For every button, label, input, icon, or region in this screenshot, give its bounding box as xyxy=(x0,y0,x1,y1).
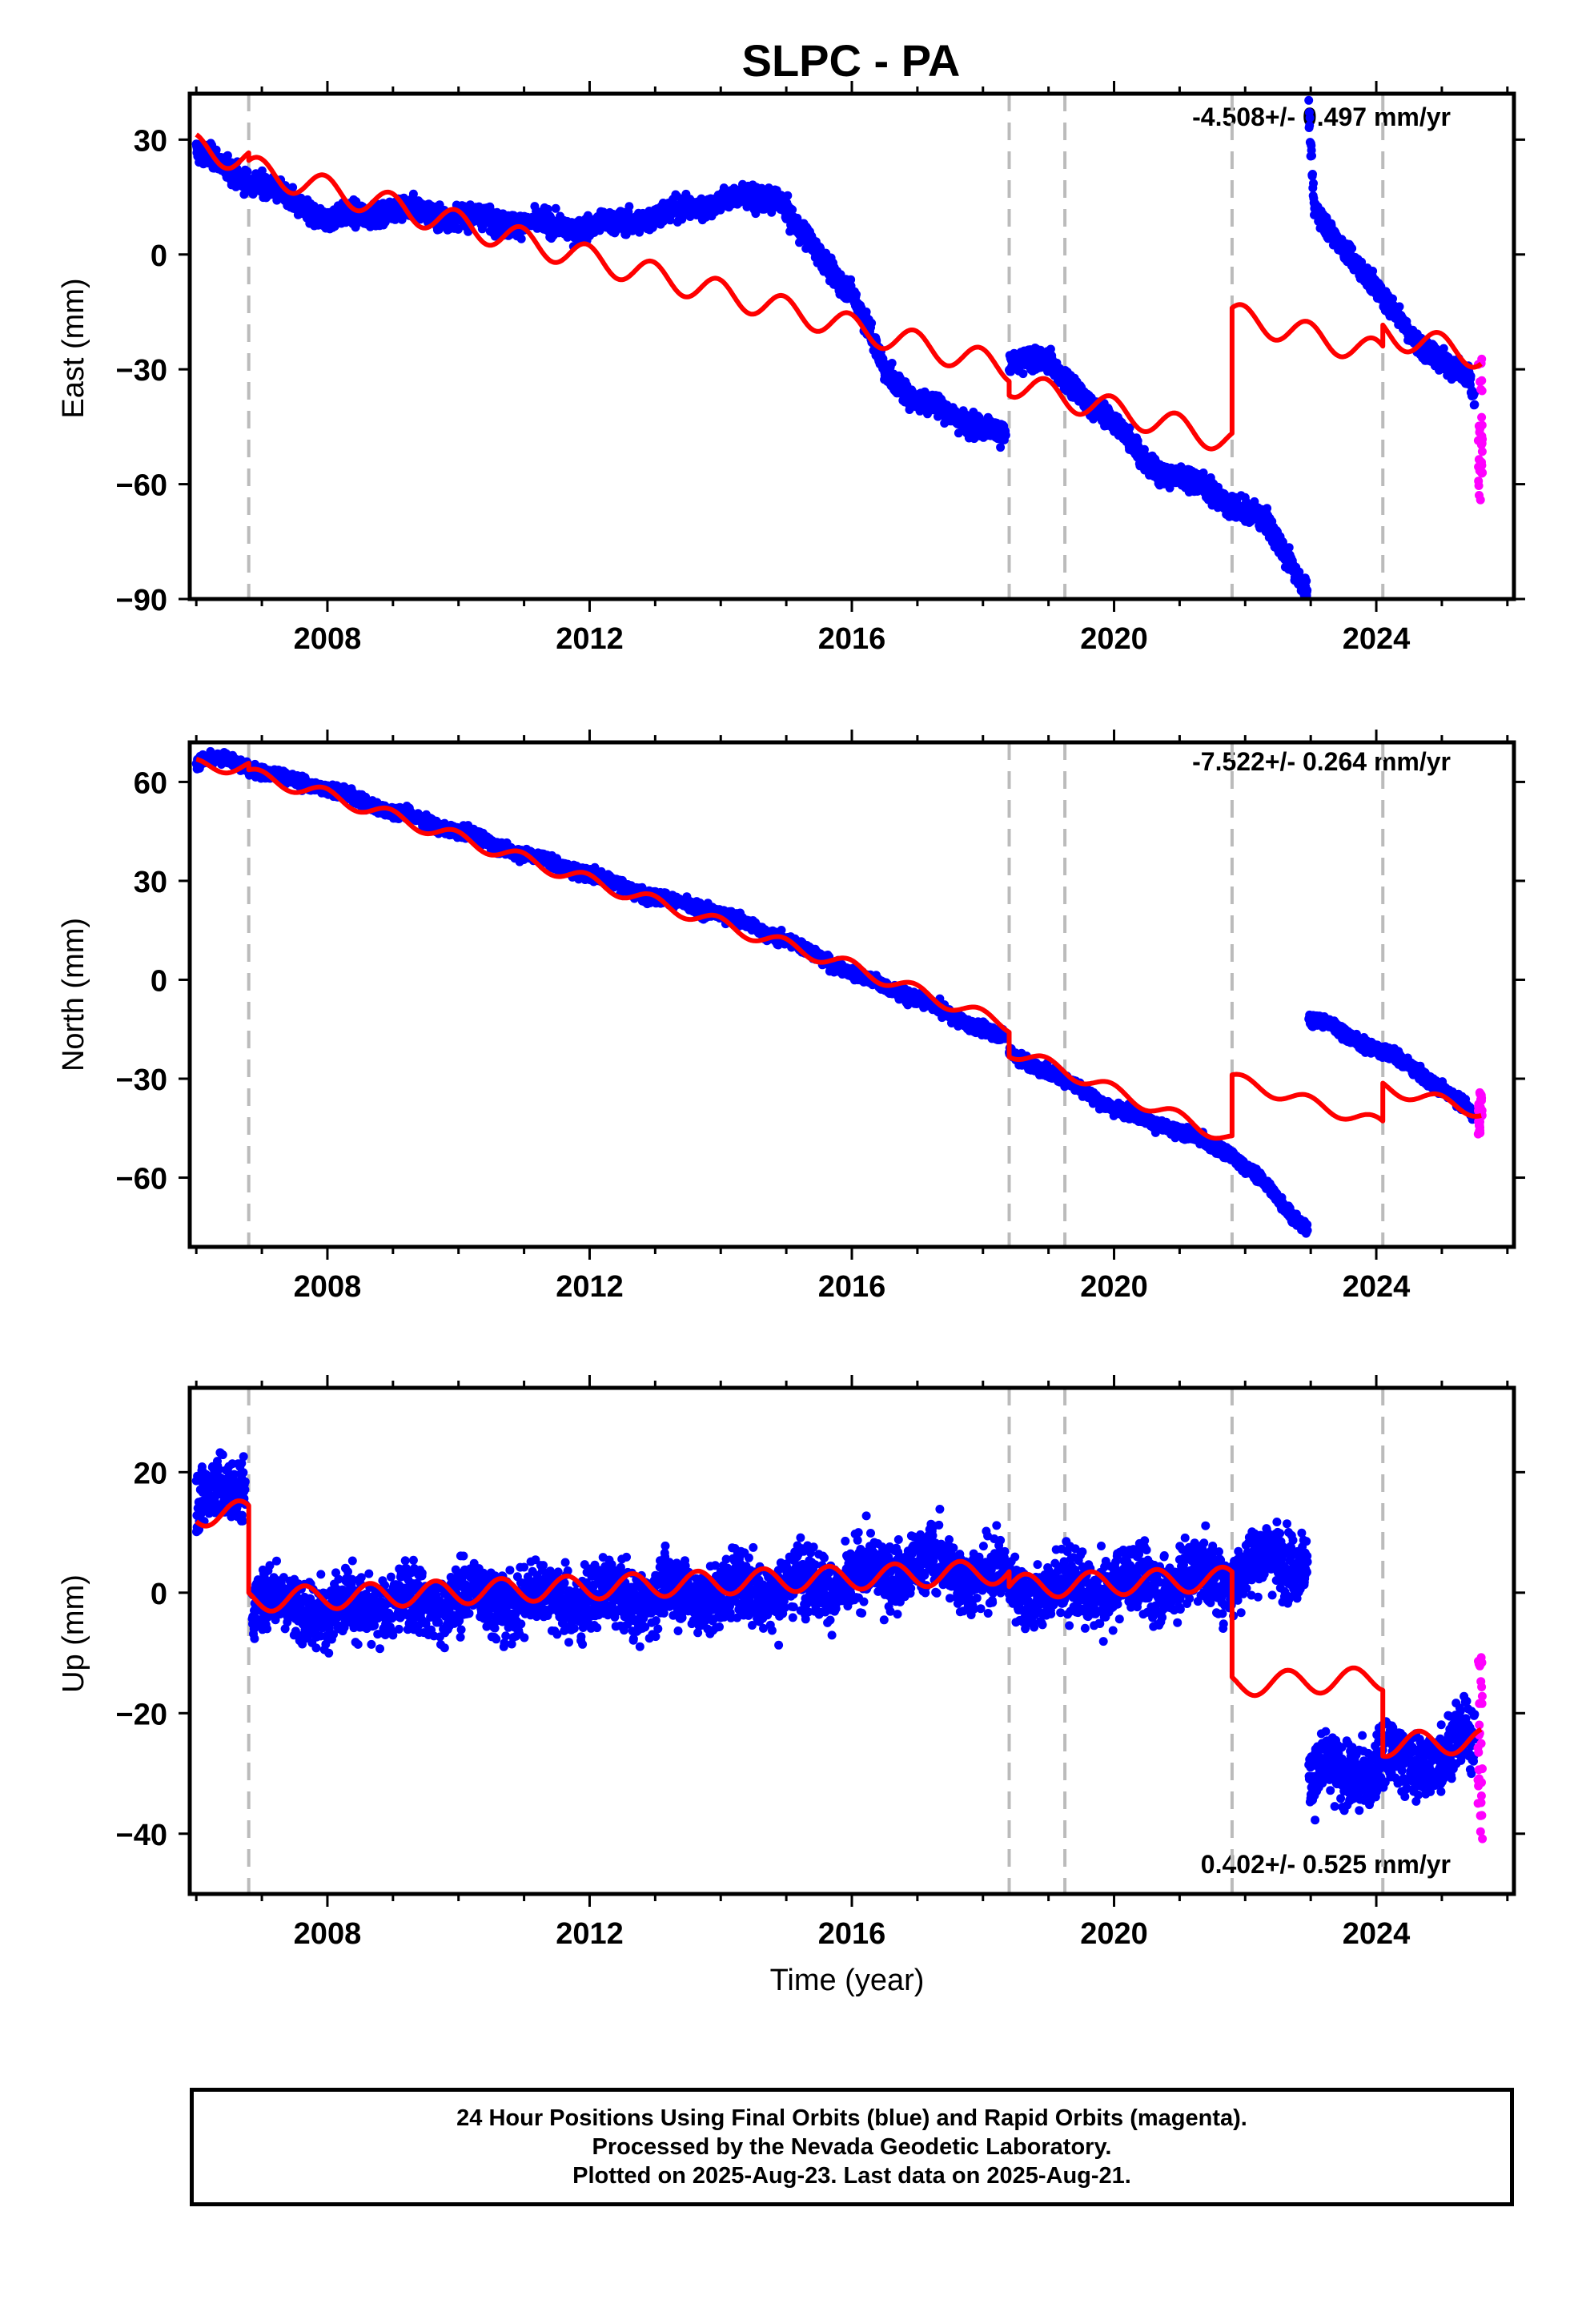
east-ytick-label: −90 xyxy=(116,584,167,617)
east-final-point xyxy=(453,224,463,234)
east-rapid-point xyxy=(1477,420,1487,430)
north-final-points xyxy=(191,746,1480,1238)
east-plot-area xyxy=(191,94,1488,599)
east-final-point xyxy=(257,166,267,175)
north-rate-label: -7.522+/- 0.264 mm/yr xyxy=(1192,747,1451,776)
east-final-point xyxy=(1308,170,1317,179)
east-final-point xyxy=(1303,585,1312,595)
east-final-point xyxy=(1001,431,1010,440)
east-final-point xyxy=(788,205,797,215)
east-final-point xyxy=(288,183,298,192)
east-rapid-point xyxy=(1477,376,1487,385)
east-final-point xyxy=(867,319,877,328)
east-rapid-point xyxy=(1477,412,1487,422)
north-plot-area xyxy=(191,742,1487,1247)
east-final-point xyxy=(1470,388,1479,398)
north-ylabel: North (mm) xyxy=(57,918,90,1072)
east-rapid-point xyxy=(1475,466,1484,476)
east-ytick-label: 30 xyxy=(134,124,167,158)
east-xtick-label: 2016 xyxy=(818,622,886,656)
east-final-point xyxy=(1305,113,1315,123)
east-final-point xyxy=(1165,483,1174,493)
east-ytick-label: 0 xyxy=(151,239,167,273)
east-final-point xyxy=(1347,243,1357,253)
east-final-point xyxy=(1368,267,1378,275)
east-rapid-points xyxy=(1473,354,1488,505)
east-frame xyxy=(187,91,1516,601)
east-model-line xyxy=(195,132,1483,452)
east-final-point xyxy=(1309,179,1318,188)
east-rapid-point xyxy=(1476,384,1486,394)
east-xtick-label: 2008 xyxy=(294,622,362,656)
east-final-point xyxy=(996,443,1006,452)
east-final-point xyxy=(1307,151,1316,160)
east-final-point xyxy=(543,204,552,214)
north-panel: -7.522+/- 0.264 mm/yr North (mm) 60300−3… xyxy=(57,730,1525,1304)
east-final-point xyxy=(1470,400,1480,409)
east-final-point xyxy=(1018,369,1028,379)
east-final-point xyxy=(1439,344,1448,353)
east-final-point xyxy=(1046,344,1055,354)
east-rapid-point xyxy=(1474,476,1484,486)
east-ytick-label: −60 xyxy=(116,469,167,503)
east-xtick-label: 2024 xyxy=(1343,622,1411,656)
east-ylabel: East (mm) xyxy=(57,278,90,418)
east-final-point xyxy=(551,203,560,213)
east-final-point xyxy=(408,189,418,199)
east-final-point xyxy=(1305,121,1315,131)
east-rapid-point xyxy=(1476,495,1485,505)
east-final-point xyxy=(1125,423,1134,432)
east-xtick-label: 2012 xyxy=(556,622,624,656)
east-ytick-label: −30 xyxy=(116,354,167,388)
east-final-point xyxy=(1304,95,1314,105)
east-final-point xyxy=(887,359,897,368)
east-final-point xyxy=(1466,372,1476,381)
east-rapid-point xyxy=(1477,447,1487,456)
east-final-point xyxy=(1263,504,1272,513)
east-final-point xyxy=(1284,543,1294,553)
east-final-point xyxy=(861,308,871,316)
east-final-points xyxy=(191,95,1480,599)
east-panel: -4.508+/- 0.497 mm/yr East (mm) 30 0 −30 −6… xyxy=(57,81,1525,656)
east-rapid-point xyxy=(1473,436,1483,445)
east-xtick-label: 2020 xyxy=(1080,622,1148,656)
east-final-point xyxy=(223,151,232,160)
east-final-point xyxy=(783,191,793,200)
east-final-point xyxy=(1302,577,1311,585)
chart-title: SLPC - PA xyxy=(742,35,961,86)
east-final-point xyxy=(516,234,526,243)
east-final-point xyxy=(1395,302,1404,312)
east-rate-label: -4.508+/- 0.497 mm/yr xyxy=(1192,103,1451,131)
east-final-point xyxy=(852,290,861,300)
east-final-point xyxy=(846,275,856,284)
east-final-point xyxy=(243,167,252,176)
east-final-point xyxy=(624,202,634,211)
